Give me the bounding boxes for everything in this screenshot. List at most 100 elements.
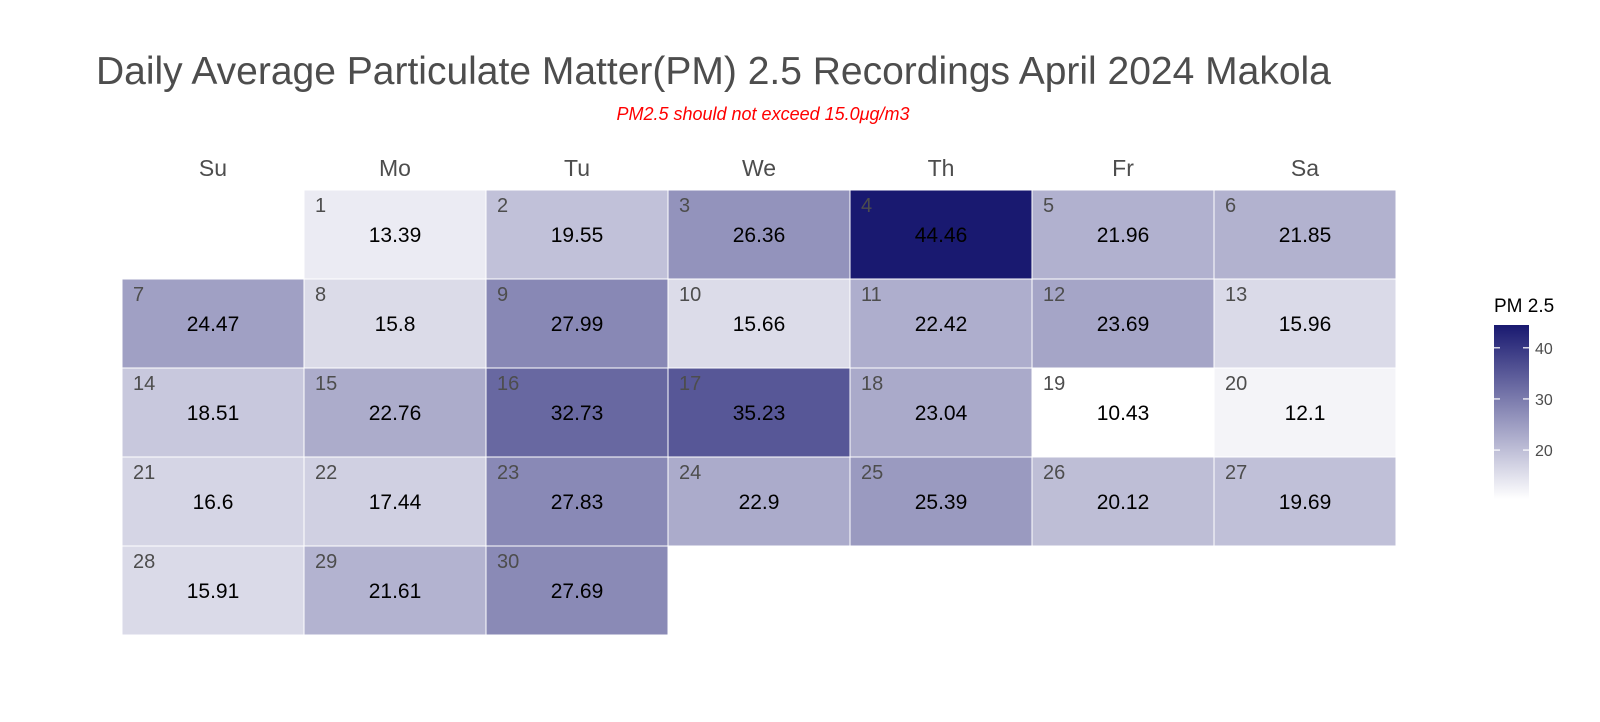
day-number: 8 [315,284,326,306]
day-number: 19 [1043,373,1065,395]
day-cell: 21 16.6 [121,456,305,547]
day-cell-fill [667,456,851,547]
weekday-label: Th [928,155,955,181]
day-value-label: 16.6 [193,491,234,514]
day-value-label: 27.99 [551,313,604,336]
day-cell-fill [1213,367,1397,458]
day-cell: 13 15.96 [1213,278,1397,369]
day-cell-fill [1213,456,1397,547]
day-number: 11 [861,284,882,306]
day-cell: 521.96 [1031,189,1215,280]
day-cell: 724.47 [121,278,305,369]
day-cell-fill [303,189,487,280]
day-value-label: 23.04 [915,402,968,425]
day-number: 6 [1225,195,1236,217]
weekday-label: Su [199,155,227,181]
day-cell: 30 27.69 [485,545,669,636]
day-cell: 17 35.23 [667,367,851,458]
day-number: 2 [497,195,508,217]
day-cell: 27 19.69 [1213,456,1397,547]
day-value-label: 22.76 [369,402,422,425]
day-cell-fill [303,367,487,458]
day-cell-fill [1031,456,1215,547]
day-number: 30 [497,551,519,573]
day-value-label: 17.44 [369,491,422,514]
day-cell-fill [121,278,305,369]
day-cell: 11 22.42 [849,278,1033,369]
day-value-label: 27.69 [551,580,604,603]
day-cell-fill [849,456,1033,547]
day-number: 18 [861,373,883,395]
day-cell: 219.55 [485,189,669,280]
legend-colorbar [1494,325,1529,499]
day-cell: 16 32.73 [485,367,669,458]
day-value-label: 19.69 [1279,491,1332,514]
weekday-label: Mo [379,155,411,181]
day-number: 17 [679,373,701,395]
day-cell: 18 23.04 [849,367,1033,458]
day-value-label: 26.36 [733,224,786,247]
weekday-label: Fr [1112,155,1134,181]
weekday-label: We [742,155,776,181]
day-number: 29 [315,551,337,573]
day-cell: 28 15.91 [121,545,305,636]
day-cell-fill [303,456,487,547]
day-number: 24 [679,462,701,484]
day-cell: 815.8 [303,278,487,369]
day-cell: 14 18.51 [121,367,305,458]
day-value-label: 25.39 [915,491,968,514]
day-cell: 12 23.69 [1031,278,1215,369]
day-cell-fill [1031,278,1215,369]
day-cell: 621.85 [1213,189,1397,280]
weekday-label: Sa [1291,155,1319,181]
day-cell: 20 12.1 [1213,367,1397,458]
day-number: 13 [1225,284,1247,306]
day-number: 3 [679,195,690,217]
day-number: 12 [1043,284,1065,306]
day-value-label: 21.61 [369,580,422,603]
day-value-label: 24.47 [187,313,240,336]
day-cell: 24 22.9 [667,456,851,547]
day-number: 7 [133,284,144,306]
chart-title: Daily Average Particulate Matter(PM) 2.5… [96,50,1331,93]
day-cell: 19 10.43 [1031,367,1215,458]
day-cell: 25 25.39 [849,456,1033,547]
day-number: 21 [133,462,155,484]
day-value-label: 12.1 [1285,402,1326,425]
day-number: 1 [315,195,326,217]
day-number: 27 [1225,462,1247,484]
day-number: 5 [1043,195,1054,217]
day-cell: 927.99 [485,278,669,369]
day-value-label: 19.55 [551,224,604,247]
day-value-label: 23.69 [1097,313,1150,336]
day-cell: 444.46 [849,189,1033,280]
day-cell-fill [485,545,669,636]
day-value-label: 22.9 [739,491,780,514]
day-value-label: 21.85 [1279,224,1332,247]
day-cell-fill [303,278,487,369]
day-value-label: 21.96 [1097,224,1150,247]
day-value-label: 22.42 [915,313,968,336]
day-number: 10 [679,284,701,306]
day-number: 23 [497,462,519,484]
day-value-label: 27.83 [551,491,604,514]
day-number: 26 [1043,462,1065,484]
day-value-label: 13.39 [369,224,422,247]
day-cell-fill [1031,367,1215,458]
day-number: 9 [497,284,508,306]
day-cell-fill [849,367,1033,458]
day-cell: 26 20.12 [1031,456,1215,547]
day-number: 16 [497,373,519,395]
day-cell: 113.39 [303,189,487,280]
day-number: 20 [1225,373,1247,395]
day-cell: 23 27.83 [485,456,669,547]
day-number: 28 [133,551,155,573]
day-number: 14 [133,373,155,395]
day-cell-fill [485,367,669,458]
legend-tick-label: 40 [1535,341,1553,358]
day-value-label: 32.73 [551,402,604,425]
day-cell-fill [485,456,669,547]
chart-subtitle: PM2.5 should not exceed 15.0μg/m3 [616,104,910,124]
day-cell: 29 21.61 [303,545,487,636]
